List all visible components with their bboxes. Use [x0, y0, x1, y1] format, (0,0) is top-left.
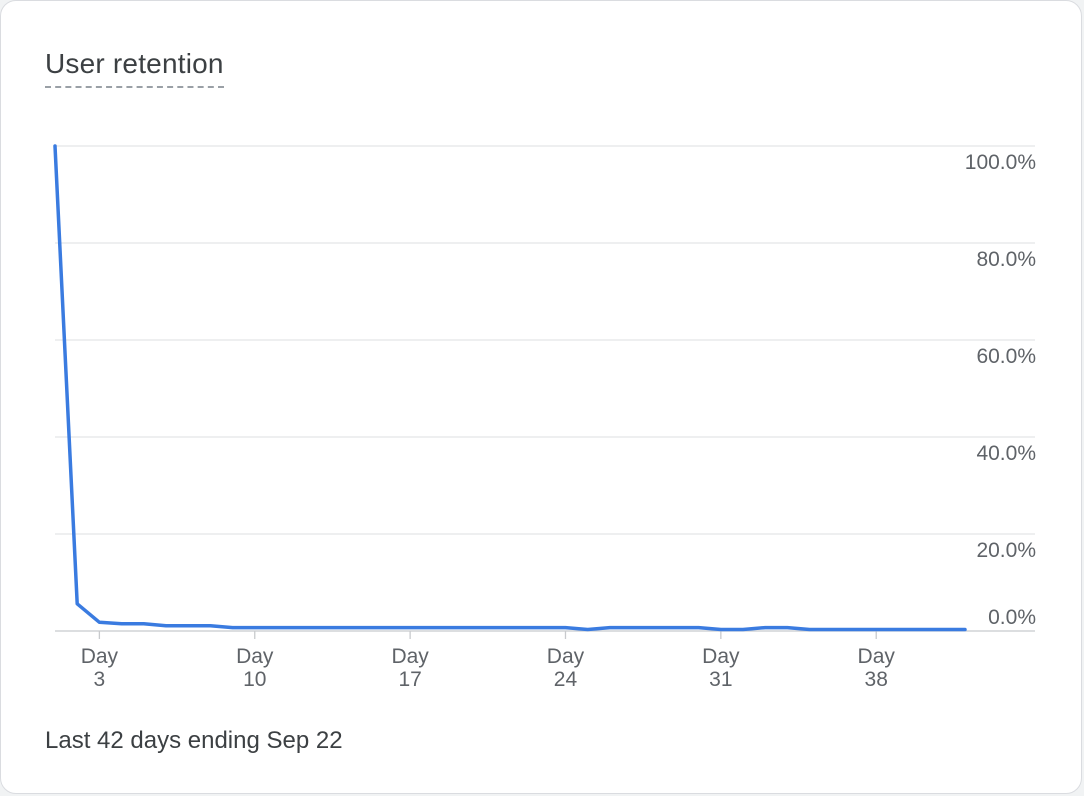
data-point[interactable] [626, 622, 638, 634]
data-point[interactable] [515, 622, 527, 634]
data-point[interactable] [826, 624, 838, 636]
data-point[interactable] [71, 598, 83, 610]
data-point[interactable] [426, 622, 438, 634]
y-tick-label: 80.0% [976, 248, 1036, 271]
card-title[interactable]: User retention [45, 47, 224, 88]
data-point[interactable] [737, 624, 749, 636]
data-point[interactable] [93, 616, 105, 628]
x-tick-label: Day 17 [391, 645, 429, 691]
x-tick-label: Day 10 [236, 645, 274, 691]
data-point[interactable] [693, 622, 705, 634]
data-point[interactable] [937, 624, 949, 636]
x-tick-label: Day 24 [547, 645, 585, 691]
x-tick-label: Day 3 [81, 645, 119, 691]
retention-series-line[interactable] [53, 144, 967, 632]
x-tick-label: Day 31 [702, 645, 740, 691]
data-point[interactable] [493, 622, 505, 634]
data-point[interactable] [160, 620, 172, 632]
y-tick-label: 100.0% [965, 151, 1036, 174]
data-point[interactable] [781, 622, 793, 634]
data-point[interactable] [116, 618, 128, 630]
data-point[interactable] [848, 624, 860, 636]
data-point[interactable] [870, 624, 882, 636]
data-point[interactable] [138, 618, 150, 630]
data-point[interactable] [360, 622, 372, 634]
data-point[interactable] [715, 624, 727, 636]
data-point[interactable] [759, 622, 771, 634]
data-point[interactable] [293, 622, 305, 634]
data-point[interactable] [404, 622, 416, 634]
y-tick-label: 0.0% [988, 606, 1036, 629]
data-point[interactable] [271, 622, 283, 634]
data-point[interactable] [49, 140, 61, 152]
data-point[interactable] [648, 622, 660, 634]
data-point[interactable] [582, 624, 594, 636]
data-point[interactable] [670, 622, 682, 634]
x-axis-ticks: Day 3 Day 10 Day 17 Day 24 Day 31 Day 38 [81, 631, 896, 691]
data-point[interactable] [915, 624, 927, 636]
data-point[interactable] [382, 622, 394, 634]
data-point[interactable] [249, 622, 261, 634]
data-point[interactable] [204, 620, 216, 632]
data-point[interactable] [315, 622, 327, 634]
data-point[interactable] [559, 622, 571, 634]
y-tick-label: 40.0% [976, 442, 1036, 465]
series-layer [49, 140, 971, 636]
y-tick-label: 60.0% [976, 345, 1036, 368]
data-point[interactable] [537, 622, 549, 634]
retention-line-chart: 100.0% 80.0% 60.0% 40.0% 20.0% 0.0% Day 3 Day 10… [49, 140, 1036, 691]
data-point[interactable] [338, 622, 350, 634]
y-tick-label: 20.0% [976, 539, 1036, 562]
data-point[interactable] [604, 622, 616, 634]
data-point[interactable] [449, 622, 461, 634]
date-range-label: Last 42 days ending Sep 22 [45, 727, 343, 754]
data-point[interactable] [227, 622, 239, 634]
data-point[interactable] [892, 624, 904, 636]
y-axis-ticks: 100.0% 80.0% 60.0% 40.0% 20.0% 0.0% [965, 151, 1036, 629]
data-point[interactable] [959, 624, 971, 636]
x-tick-label: Day 38 [858, 645, 896, 691]
data-point[interactable] [804, 624, 816, 636]
grid-lines [55, 145, 1035, 632]
data-point[interactable] [471, 622, 483, 634]
data-point[interactable] [182, 620, 194, 632]
